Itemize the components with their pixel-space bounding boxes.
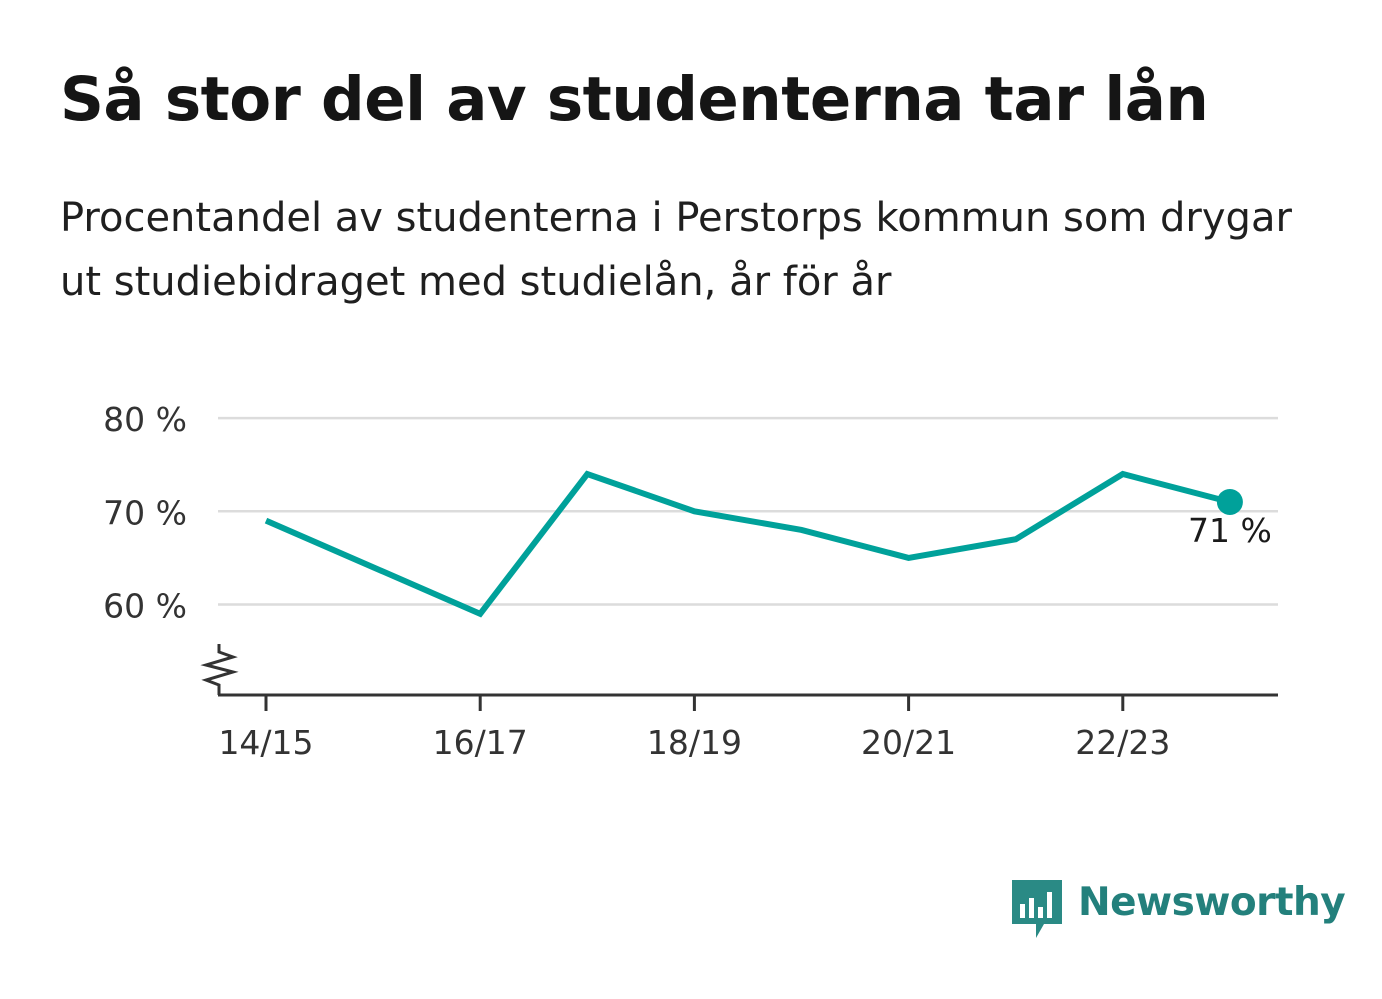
series bbox=[264, 470, 1243, 618]
logo-bar-2 bbox=[1029, 898, 1034, 918]
y-tick-label: 60 % bbox=[103, 587, 187, 626]
logo-bubble bbox=[1012, 880, 1062, 938]
series-line bbox=[264, 470, 1231, 618]
logo-bar-4 bbox=[1047, 892, 1052, 918]
y-axis-tick-labels: 60 % 70 % 80 % bbox=[103, 400, 187, 625]
chart-subtitle: Procentandel av studenterna i Perstorps … bbox=[60, 195, 1292, 305]
gridlines bbox=[218, 416, 1278, 606]
y-tick-label: 80 % bbox=[103, 400, 187, 439]
x-tick-label: 18/19 bbox=[647, 723, 742, 762]
x-axis-tick-labels: 14/15 16/17 18/19 20/21 22/23 bbox=[218, 695, 1170, 762]
x-axis bbox=[200, 644, 1278, 697]
logo-bar-3 bbox=[1038, 907, 1043, 918]
x-tick-label: 16/17 bbox=[433, 723, 528, 762]
last-value-label: 71 % bbox=[1188, 511, 1272, 550]
logo-bar-1 bbox=[1020, 904, 1025, 918]
newsworthy-logo-icon bbox=[1012, 880, 1062, 938]
x-tick-label: 22/23 bbox=[1075, 723, 1170, 762]
y-tick-label: 70 % bbox=[103, 493, 187, 532]
x-tick-label: 20/21 bbox=[861, 723, 956, 762]
x-tick-label: 14/15 bbox=[218, 723, 313, 762]
brand-name: Newsworthy bbox=[1078, 880, 1346, 925]
last-point-marker bbox=[1216, 488, 1243, 515]
data-labels: 71 % bbox=[1185, 508, 1275, 553]
chart-title: Så stor del av studenterna tar lån bbox=[60, 64, 1209, 135]
axis-break-icon bbox=[200, 644, 239, 695]
